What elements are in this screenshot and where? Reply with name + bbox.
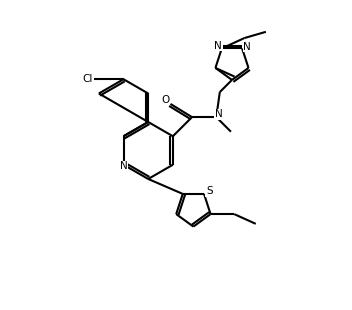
Text: N: N xyxy=(120,162,127,171)
Text: N: N xyxy=(214,41,222,51)
Text: S: S xyxy=(206,186,213,196)
Text: N: N xyxy=(243,42,251,52)
Text: Cl: Cl xyxy=(82,74,93,84)
Text: N: N xyxy=(214,109,222,119)
Text: O: O xyxy=(162,95,170,105)
